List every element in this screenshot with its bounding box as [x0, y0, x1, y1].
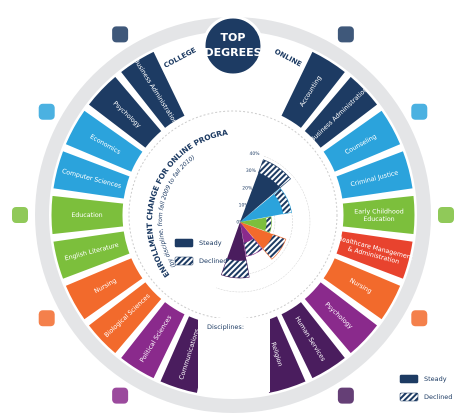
- degree-band: [303, 75, 379, 150]
- degree-band: [322, 109, 402, 174]
- legend-swatch: [174, 256, 194, 266]
- degree-icon: [38, 103, 55, 120]
- degree-band: [52, 230, 131, 280]
- degree-band: [64, 109, 144, 174]
- declined-wedge: [220, 257, 250, 279]
- degree-band: [64, 256, 144, 321]
- degree-icon: [337, 26, 354, 43]
- disciplines-title: Disciplines:: [207, 323, 244, 331]
- legend-label: Steady: [199, 239, 222, 247]
- degree-band: [119, 300, 186, 380]
- steady-wedge: [240, 222, 273, 249]
- legend-swatch: [399, 374, 419, 384]
- legend-label: Steady: [424, 375, 447, 383]
- r-tick-label: 20%: [242, 185, 253, 191]
- degree-band: [280, 300, 347, 380]
- degree-band: [335, 230, 414, 280]
- degree-band: [341, 194, 416, 236]
- degree-icon: [438, 207, 454, 223]
- declined-wedge: [243, 237, 263, 257]
- steady-wedge: [240, 194, 284, 222]
- legend-swatch: [399, 392, 419, 402]
- degree-label-line: Education: [363, 216, 394, 223]
- legend-label: Declined: [424, 393, 452, 401]
- dotted-ring: [128, 110, 338, 320]
- degree-band: [322, 256, 402, 321]
- degree-icon: [38, 310, 55, 327]
- legend-swatch: [174, 238, 194, 248]
- degree-band: [280, 50, 347, 130]
- degree-band: [119, 50, 186, 130]
- degree-band: [50, 194, 125, 236]
- declined-wedge: [262, 233, 287, 260]
- degree-band: [303, 280, 379, 355]
- degree-icon: [112, 26, 129, 43]
- top-degrees-badge: [202, 15, 264, 77]
- declined-wedge: [264, 216, 272, 233]
- declined-wedge: [273, 188, 292, 215]
- declined-wedge: [257, 159, 291, 189]
- steady-wedge: [240, 217, 267, 231]
- steady-wedge: [240, 222, 254, 243]
- r-tick-label: 30%: [246, 168, 257, 174]
- degree-icon: [411, 103, 428, 120]
- degree-band: [335, 150, 414, 200]
- steady-wedge: [227, 222, 247, 261]
- degree-label: Early Childhood Education: [354, 208, 403, 223]
- steady-wedge: [240, 172, 280, 222]
- degree-icon: [112, 387, 129, 404]
- degree-label: Education: [71, 212, 102, 219]
- degree-icon: [12, 207, 28, 223]
- r-tick-label: 40%: [250, 151, 261, 157]
- degree-band: [87, 75, 163, 150]
- degree-icon: [411, 310, 428, 327]
- degree-band: [52, 150, 131, 200]
- badge-line1: TOP: [221, 31, 246, 44]
- badge-line2: DEGREES: [204, 46, 261, 59]
- legend-label: Declined: [199, 257, 227, 265]
- degree-band: [87, 280, 163, 355]
- degree-label-line: Early Childhood: [354, 208, 403, 215]
- r-tick-label: 10%: [239, 202, 250, 208]
- degree-label-line: Education: [71, 212, 102, 219]
- degree-icon: [337, 387, 354, 404]
- grid-arc: [215, 155, 310, 293]
- disciplines-box: [198, 318, 270, 392]
